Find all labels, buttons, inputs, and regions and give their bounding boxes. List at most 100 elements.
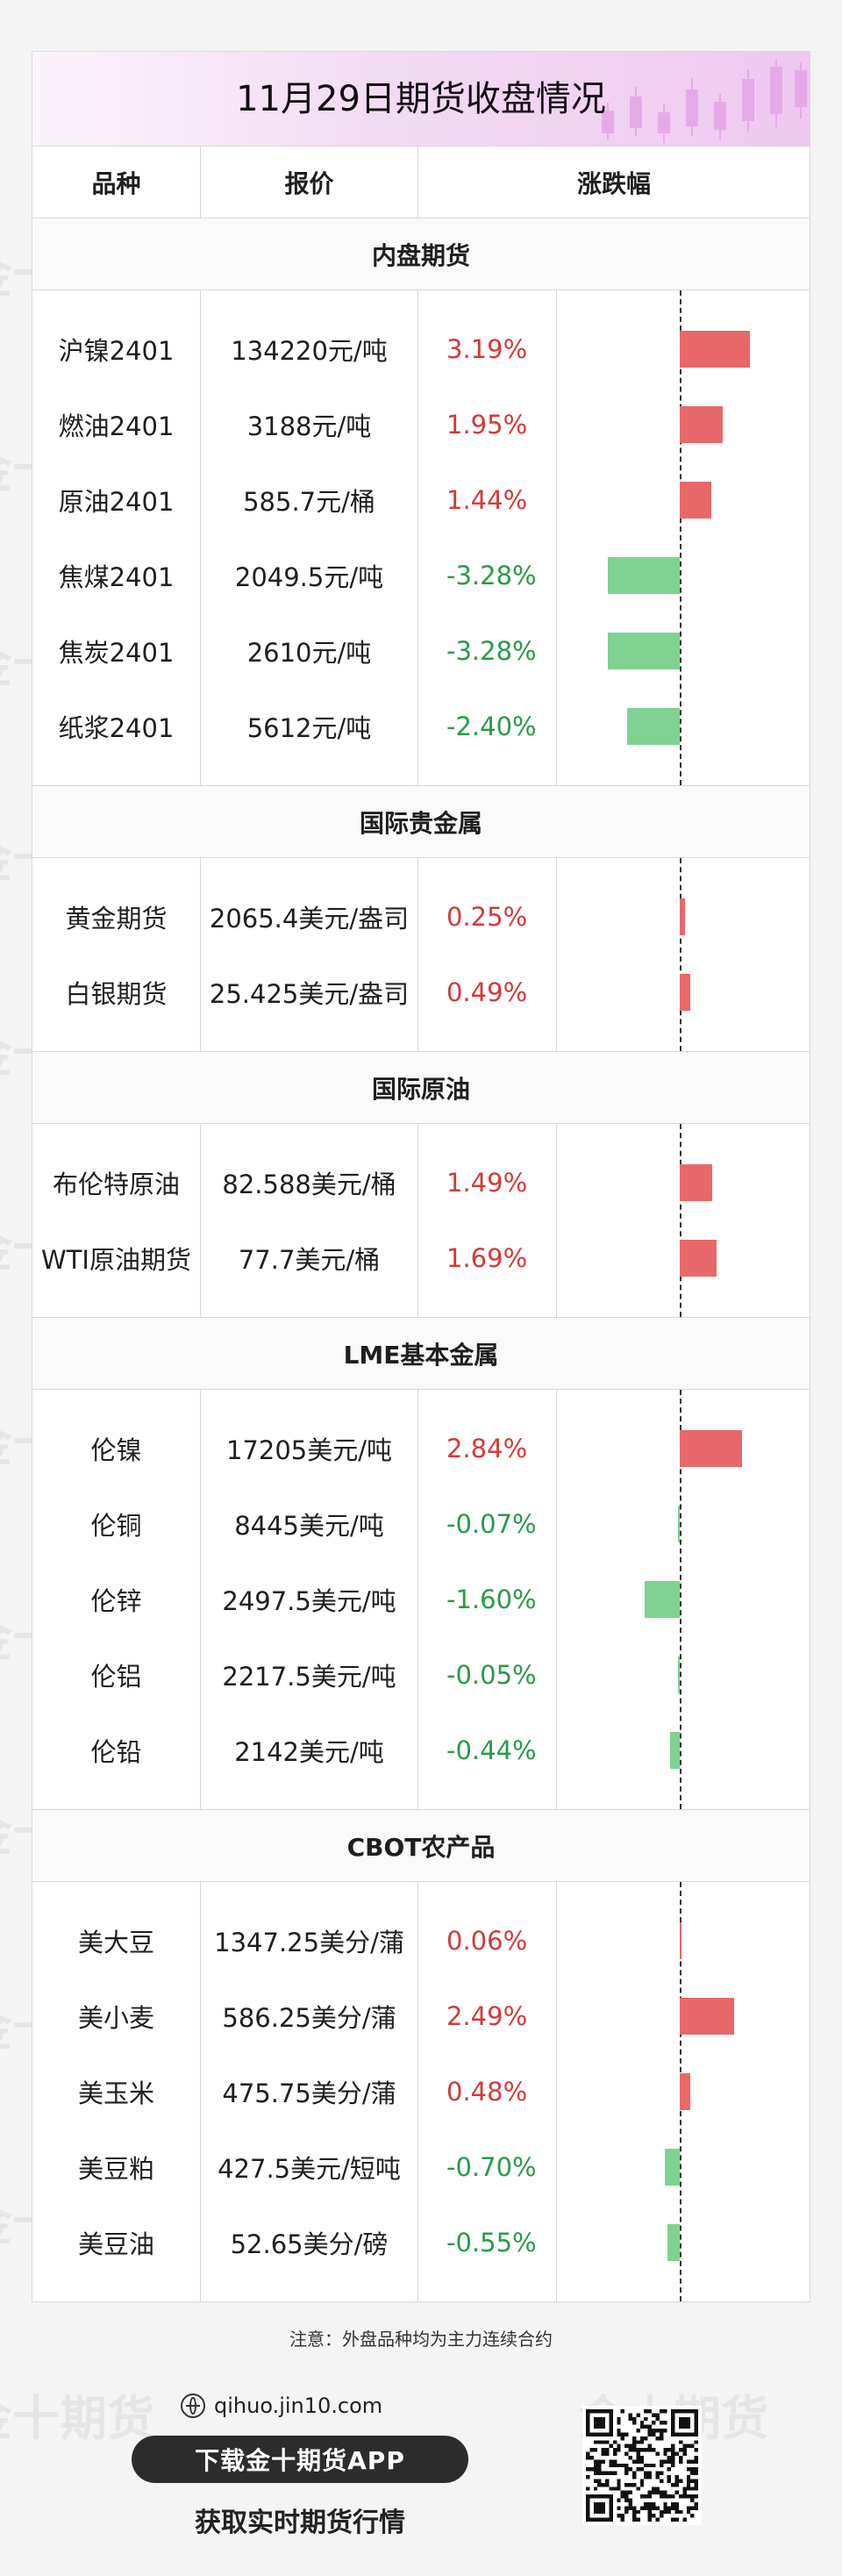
row-change: 0.06%	[446, 1926, 528, 1956]
row-price: 8445美元/吨	[234, 1511, 384, 1541]
row-change: 1.44%	[446, 485, 528, 515]
row-price: 1347.25美分/蒲	[214, 1928, 404, 1957]
bar-positive	[680, 1922, 681, 1959]
bar-row	[557, 1562, 810, 1637]
row-price: 52.65美分/磅	[230, 2229, 389, 2259]
zero-line	[680, 1390, 681, 1809]
row-change: 1.95%	[446, 410, 528, 440]
bar-row	[557, 1486, 810, 1562]
bar-chart-col	[557, 290, 810, 785]
row-name: 焦炭2401	[58, 638, 175, 668]
qr-code-icon	[582, 2406, 702, 2525]
row-change: -3.28%	[446, 561, 537, 590]
row-price: 82.588美元/桶	[222, 1170, 396, 1199]
bar-row	[557, 387, 810, 462]
row-name: 伦锌	[90, 1586, 142, 1616]
section-body: 美大豆 美小麦 美玉米 美豆粕 美豆油 1347.25美分/蒲 586.25美分/蒲 475.…	[32, 1882, 810, 2301]
row-change: 0.49%	[446, 977, 528, 1007]
row-name: 美豆粕	[77, 2154, 154, 2184]
bar-row	[557, 2054, 810, 2129]
name-col: 美大豆 美小麦 美玉米 美豆粕 美豆油	[32, 1882, 201, 2301]
row-change: 1.69%	[446, 1243, 528, 1273]
row-name: 美玉米	[77, 2079, 154, 2108]
bar-row	[557, 1979, 810, 2054]
section-body: 沪镍2401 燃油2401 原油2401 焦煤2401 焦炭2401 纸浆2401 1342…	[32, 290, 810, 786]
row-price: 25.425美元/盎司	[209, 979, 410, 1009]
bar-row	[557, 2129, 810, 2205]
bar-negative	[667, 2224, 680, 2261]
row-change: 1.49%	[446, 1168, 528, 1198]
globe-icon	[181, 2394, 205, 2418]
section-header: 国际原油	[32, 1052, 810, 1124]
row-name: WTI原油期货	[41, 1245, 191, 1275]
name-col: 沪镍2401 燃油2401 原油2401 焦煤2401 焦炭2401 纸浆2401	[32, 290, 201, 785]
row-change: 2.84%	[446, 1434, 528, 1463]
row-change: 3.19%	[446, 334, 528, 364]
bar-negative	[627, 708, 680, 745]
bar-positive	[680, 974, 691, 1011]
row-change: -0.07%	[446, 1509, 537, 1539]
zero-line	[680, 290, 681, 785]
footer-subtitle: 获取实时期货行情	[195, 2508, 405, 2538]
row-price: 2142美元/吨	[234, 1737, 384, 1767]
bar-positive	[680, 482, 711, 519]
row-price: 2217.5美元/吨	[222, 1662, 396, 1692]
row-change: -0.70%	[446, 2152, 537, 2182]
price-col: 82.588美元/桶 77.7美元/桶	[201, 1124, 418, 1317]
page-title: 11月29日期货收盘情况	[236, 79, 606, 119]
row-price: 3188元/吨	[246, 411, 372, 441]
row-change: -3.28%	[446, 636, 537, 666]
row-name: 美大豆	[77, 1928, 154, 1957]
row-name: 伦铝	[90, 1662, 142, 1692]
bar-negative	[645, 1581, 680, 1618]
row-price: 5612元/吨	[246, 713, 372, 743]
row-change: 2.49%	[446, 2001, 528, 2031]
bar-row	[557, 311, 810, 387]
bar-row	[557, 1411, 810, 1486]
bar-row	[557, 462, 810, 538]
name-col: 黄金期货 白银期货	[32, 858, 201, 1051]
bar-row	[557, 1903, 810, 1979]
price-col: 1347.25美分/蒲 586.25美分/蒲 475.75美分/蒲 427.5美元/短…	[201, 1882, 418, 2301]
row-name: 伦镍	[90, 1435, 142, 1465]
bar-negative	[608, 633, 680, 669]
zero-line	[680, 858, 681, 1051]
zero-line	[680, 1124, 681, 1317]
bar-negative	[608, 557, 680, 594]
bar-negative	[670, 1732, 680, 1769]
bar-positive	[680, 331, 750, 368]
download-app-button[interactable]: 下载金十期货APP	[132, 2436, 468, 2483]
footer-url-link[interactable]: qihuo.jin10.com	[181, 2394, 382, 2418]
price-col: 2065.4美元/盎司 25.425美元/盎司	[201, 858, 418, 1051]
row-name: 黄金期货	[65, 904, 168, 934]
column-header-row: 品种 报价 涨跌幅	[32, 147, 810, 218]
row-name: 伦铅	[90, 1737, 142, 1767]
bar-positive	[680, 2073, 690, 2110]
bar-row	[557, 1713, 810, 1788]
bar-chart-col	[557, 1882, 810, 2301]
change-col: 0.25% 0.49%	[418, 858, 557, 1051]
footer-url-text: qihuo.jin10.com	[214, 2394, 383, 2418]
section-body: 伦镍 伦铜 伦锌 伦铝 伦铅 17205美元/吨 8445美元/吨 2497.5美元/吨 221…	[32, 1390, 810, 1810]
change-col: 0.06% 2.49% 0.48% -0.70% -0.55%	[418, 1882, 557, 2301]
bar-row	[557, 613, 810, 689]
column-header-price: 报价	[201, 147, 418, 218]
row-price: 585.7元/桶	[243, 487, 375, 517]
section-body: 布伦特原油 WTI原油期货 82.588美元/桶 77.7美元/桶 1.49% 1.69%	[32, 1124, 810, 1318]
section-body: 黄金期货 白银期货 2065.4美元/盎司 25.425美元/盎司 0.25% 0.49%	[32, 858, 810, 1052]
row-name: 沪镍2401	[58, 336, 175, 366]
bar-chart-col	[557, 1124, 810, 1317]
bar-chart-col	[557, 1390, 810, 1809]
bar-negative	[678, 1506, 680, 1542]
bar-row	[557, 1145, 810, 1220]
bar-positive	[680, 1164, 713, 1201]
row-price: 2049.5元/吨	[234, 562, 384, 592]
bar-row	[557, 1637, 810, 1713]
section-header: LME基本金属	[32, 1318, 810, 1390]
candlestick-decoration-icon	[602, 59, 807, 143]
row-name: 美小麦	[77, 2003, 154, 2033]
row-change: 0.48%	[446, 2077, 528, 2107]
row-change: -2.40%	[446, 712, 537, 741]
name-col: 伦镍 伦铜 伦锌 伦铝 伦铅	[32, 1390, 201, 1809]
row-name: 白银期货	[65, 979, 168, 1009]
